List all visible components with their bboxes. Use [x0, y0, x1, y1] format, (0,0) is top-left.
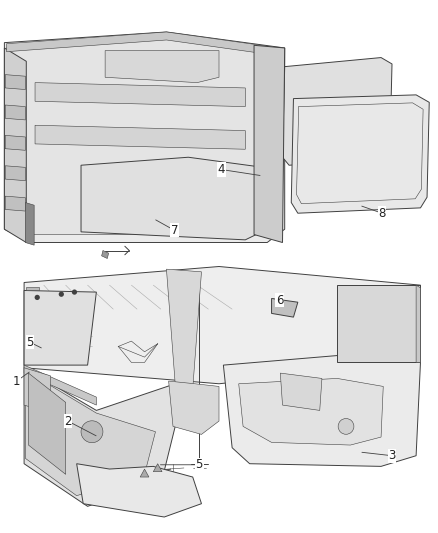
Circle shape [72, 289, 77, 295]
Polygon shape [35, 125, 245, 149]
Polygon shape [25, 203, 34, 245]
Polygon shape [4, 48, 26, 243]
Text: 5: 5 [196, 458, 203, 471]
Text: 3: 3 [389, 449, 396, 462]
Circle shape [35, 295, 40, 300]
Polygon shape [24, 266, 420, 384]
Polygon shape [28, 373, 66, 474]
Polygon shape [77, 464, 201, 517]
Polygon shape [337, 285, 420, 362]
Polygon shape [26, 287, 39, 290]
Polygon shape [24, 368, 50, 413]
Polygon shape [25, 370, 155, 496]
Polygon shape [24, 368, 175, 506]
Text: 4: 4 [217, 163, 225, 176]
Circle shape [81, 421, 103, 443]
Polygon shape [153, 464, 162, 472]
Circle shape [338, 418, 354, 434]
Text: 1: 1 [13, 375, 21, 387]
Text: 7: 7 [170, 224, 178, 237]
Polygon shape [5, 105, 25, 120]
Polygon shape [35, 83, 245, 107]
Polygon shape [140, 469, 149, 477]
Polygon shape [223, 354, 420, 466]
Polygon shape [5, 166, 25, 181]
Polygon shape [5, 75, 25, 90]
Polygon shape [5, 135, 25, 150]
Polygon shape [272, 298, 298, 317]
Polygon shape [416, 285, 420, 362]
Polygon shape [166, 269, 201, 389]
Polygon shape [4, 32, 285, 243]
Polygon shape [105, 51, 219, 83]
Text: 8: 8 [378, 207, 385, 220]
Polygon shape [7, 32, 280, 56]
Polygon shape [254, 45, 285, 243]
Polygon shape [280, 373, 322, 410]
Polygon shape [291, 95, 429, 213]
Polygon shape [81, 157, 267, 240]
Polygon shape [102, 251, 109, 259]
Text: 5: 5 [26, 336, 33, 349]
Text: 2: 2 [64, 415, 72, 427]
Polygon shape [239, 378, 383, 445]
Polygon shape [24, 365, 96, 405]
Polygon shape [283, 58, 392, 165]
Polygon shape [5, 196, 25, 211]
Circle shape [59, 292, 64, 297]
Text: 6: 6 [276, 294, 283, 306]
Polygon shape [24, 290, 96, 365]
Polygon shape [7, 35, 280, 235]
Polygon shape [169, 381, 219, 434]
